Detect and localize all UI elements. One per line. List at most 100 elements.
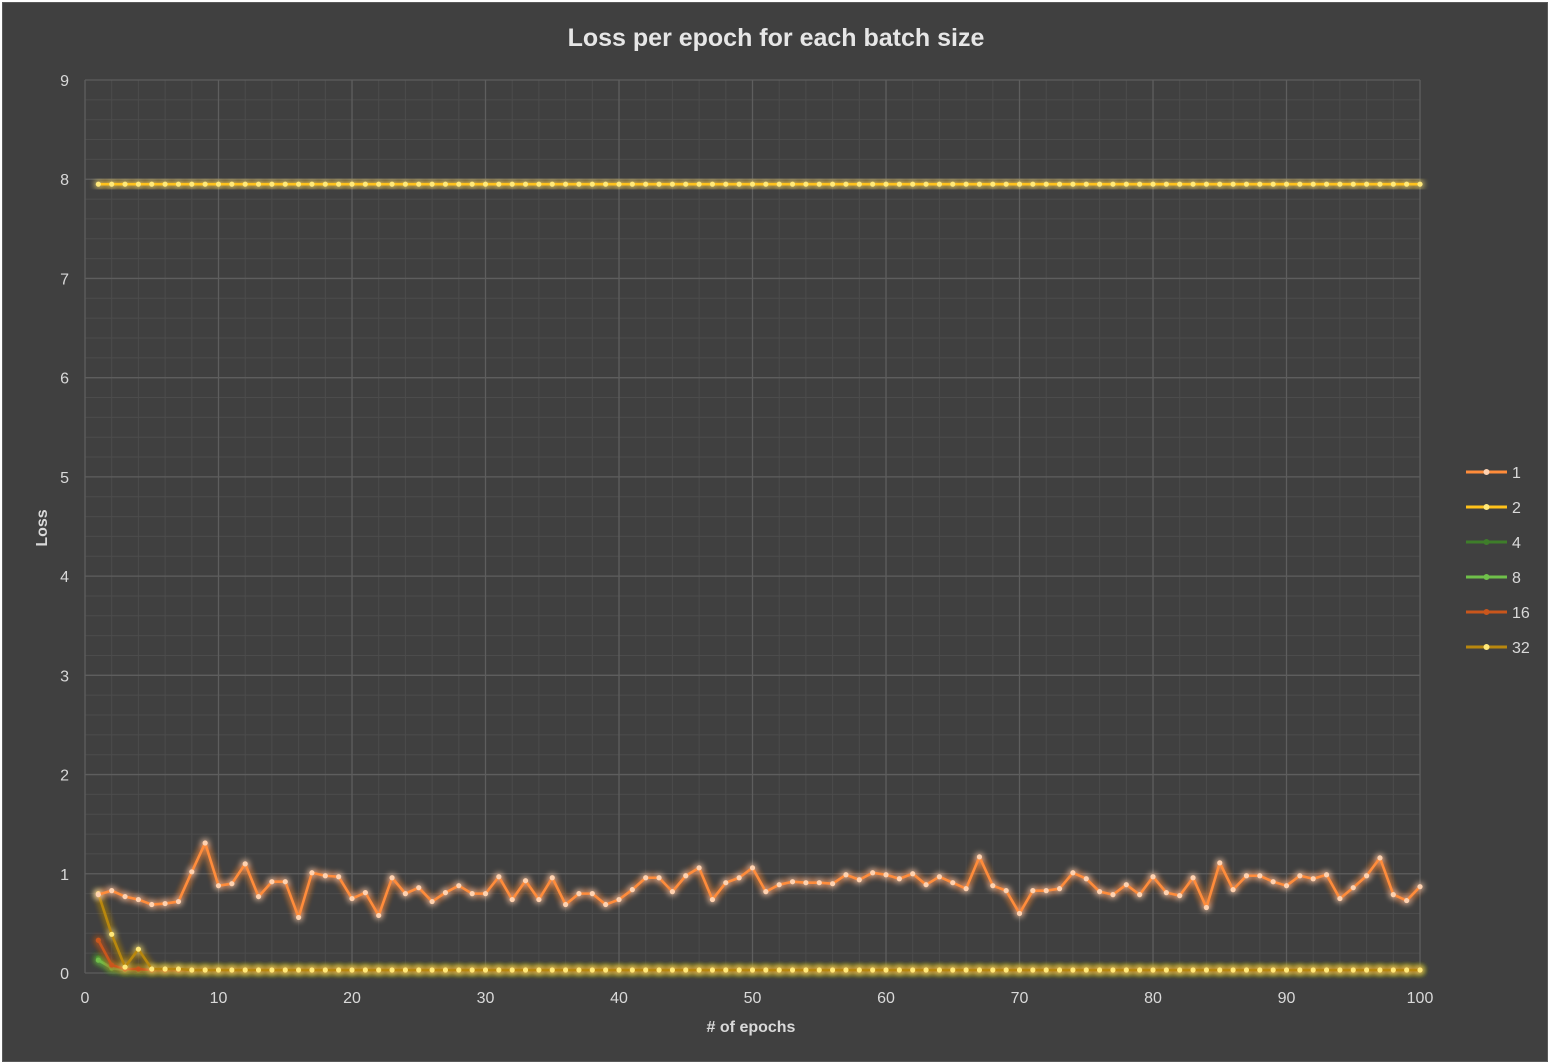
series-2-point — [349, 181, 355, 187]
series-2-point — [1110, 181, 1116, 187]
series-32-point — [896, 967, 902, 973]
series-2-point — [1364, 181, 1370, 187]
series-1-point — [749, 865, 756, 871]
series-2-point — [1257, 181, 1263, 187]
series-32-point — [1404, 967, 1410, 973]
series-1-point — [296, 914, 302, 921]
series-2-point — [362, 181, 368, 187]
series-32-point — [1390, 967, 1396, 973]
series-layer — [95, 181, 1423, 973]
legend-item-32: 32 — [1466, 640, 1530, 657]
series-16-line — [97, 939, 1420, 972]
series-32-point — [843, 967, 849, 973]
series-2-point — [589, 181, 595, 187]
series-1-point — [135, 896, 141, 903]
series-1-point — [1070, 870, 1076, 876]
series-32-point — [1123, 967, 1129, 973]
legend-swatch-marker — [1483, 504, 1490, 510]
series-4-line — [97, 957, 1420, 972]
chart-title: Loss per epoch for each batch size — [568, 24, 985, 52]
series-1-point — [1056, 886, 1063, 892]
series-1-point — [175, 898, 182, 905]
series-2-point — [416, 181, 422, 187]
series-2-point — [522, 181, 529, 187]
legend-label: 4 — [1512, 535, 1521, 552]
series-2-point — [496, 181, 502, 187]
series-1-point — [1217, 860, 1223, 866]
series-1-point — [816, 880, 822, 886]
y-tick-label: 5 — [60, 470, 69, 487]
series-1-point — [709, 896, 716, 903]
series-1-point — [910, 871, 916, 877]
series-32-point — [870, 967, 876, 973]
series-1-point — [1016, 910, 1023, 917]
series-1-point — [416, 885, 422, 891]
series-2-point — [976, 181, 983, 187]
series-32-point — [1297, 967, 1303, 973]
series-32-point — [416, 967, 422, 973]
series-32-point — [923, 967, 929, 973]
series-1-point — [1190, 875, 1196, 881]
series-32-point — [1283, 967, 1290, 973]
series-2-point — [1270, 181, 1276, 187]
series-1-point — [402, 891, 408, 897]
y-tick-label: 2 — [60, 768, 69, 785]
series-2-point — [109, 181, 115, 187]
series-2-point — [122, 181, 128, 187]
series-32-point — [696, 967, 702, 973]
series-32-point — [1070, 967, 1076, 973]
series-32-point — [109, 931, 115, 937]
series-1-point — [936, 874, 943, 880]
line-chart: Loss per epoch for each batch size 0 1 2 3 4… — [34, 24, 1530, 1036]
series-2-point — [1217, 181, 1223, 187]
series-32-point — [1203, 967, 1209, 973]
series-32-point — [816, 967, 822, 973]
series-32-point — [402, 967, 408, 973]
series-32-point — [803, 967, 809, 973]
legend-item-8: 8 — [1466, 570, 1521, 587]
series-1-point — [189, 869, 195, 875]
series-2-point — [429, 181, 435, 187]
series-1-point — [1350, 885, 1356, 891]
series-1-point — [803, 880, 809, 886]
series-32-point — [336, 967, 342, 973]
series-1-point — [1043, 888, 1049, 894]
legend-item-4: 4 — [1466, 535, 1521, 552]
series-32-point — [1163, 967, 1169, 973]
series-1-point — [1283, 883, 1290, 889]
series-2-point — [923, 181, 929, 187]
series-2-point — [469, 181, 475, 187]
series-2-point — [549, 181, 555, 187]
series-2-point — [389, 181, 395, 187]
series-2-point — [482, 181, 489, 187]
series-32-point — [376, 967, 382, 973]
series-32-point — [776, 967, 782, 973]
series-2-point — [282, 181, 288, 187]
series-1-point — [923, 882, 929, 888]
series-1-point — [683, 873, 689, 879]
series-2-point — [563, 181, 569, 187]
series-32-point — [1016, 967, 1023, 973]
series-32-point — [1030, 967, 1036, 973]
series-2-point — [683, 181, 689, 187]
legend-label: 16 — [1512, 605, 1530, 622]
series-32-point — [1417, 967, 1423, 973]
series-32-point — [883, 967, 889, 973]
series-32-point — [976, 967, 983, 973]
series-1-point — [469, 891, 475, 897]
series-1-point — [536, 896, 542, 903]
series-1-point — [255, 893, 262, 900]
series-16-point — [95, 937, 101, 943]
series-32-point — [549, 967, 555, 973]
series-32-point — [576, 967, 582, 973]
series-2-point — [1377, 181, 1383, 187]
series-2-point — [269, 181, 275, 187]
series-1-point — [322, 873, 328, 879]
series-2-point — [669, 181, 676, 187]
series-2-point — [1297, 181, 1303, 187]
series-32-point — [482, 967, 489, 973]
series-1-point — [589, 891, 595, 897]
series-32-point — [1270, 967, 1276, 973]
series-2-point — [215, 181, 222, 187]
series-1-point — [95, 892, 101, 898]
